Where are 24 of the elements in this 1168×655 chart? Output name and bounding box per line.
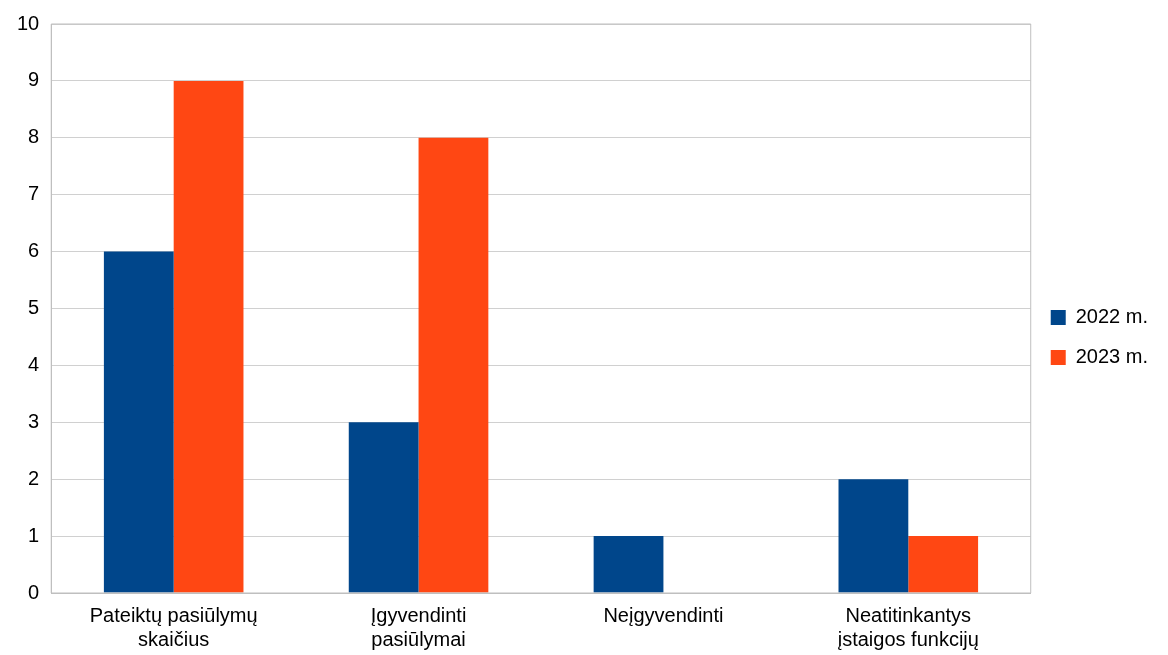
x-tick-label: Pateiktų pasiūlymų skaičius [89, 603, 258, 650]
bar [908, 536, 979, 593]
x-tick-label: Neatitinkantys įstaigos funkcijų [837, 603, 979, 650]
y-tick-label: 4 [28, 352, 40, 375]
legend-label: 2023 m. [1075, 345, 1148, 368]
y-tick-label: 5 [28, 296, 40, 319]
y-tick-label: 8 [28, 125, 40, 148]
y-tick-label: 3 [28, 409, 40, 432]
y-tick-label: 6 [28, 239, 40, 262]
x-tick-label: Įgyvendinti pasiūlymai [370, 603, 467, 650]
y-tick-label: 10 [17, 11, 40, 34]
bar [173, 80, 244, 593]
bar [418, 137, 489, 593]
y-tick-label: 2 [28, 466, 40, 489]
bar [593, 536, 664, 593]
bar [838, 479, 909, 593]
y-tick-label: 1 [28, 523, 40, 546]
y-tick-label: 0 [28, 580, 40, 603]
legend-label: 2022 m. [1075, 305, 1148, 328]
y-tick-label: 7 [28, 182, 40, 205]
y-tick-label: 9 [28, 68, 40, 91]
bar [348, 422, 419, 593]
x-tick-label: Neįgyvendinti [603, 603, 724, 626]
bar [103, 251, 174, 593]
